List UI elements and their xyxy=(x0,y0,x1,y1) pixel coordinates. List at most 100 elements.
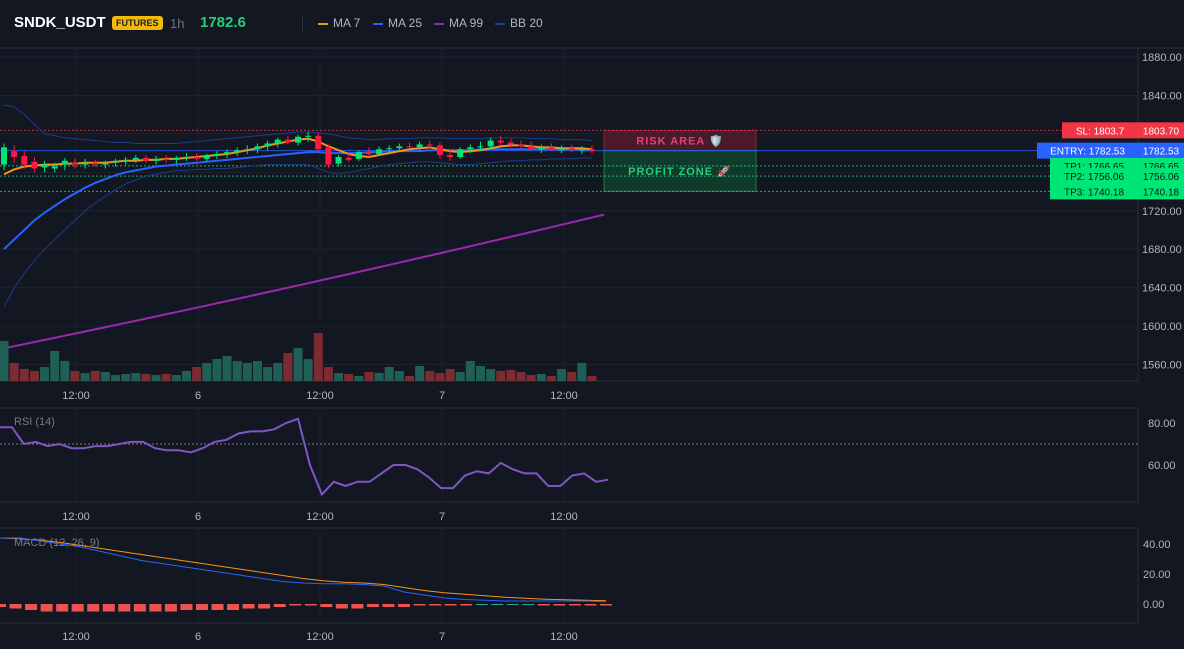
candle-body[interactable] xyxy=(142,157,149,161)
macd-time-label: 6 xyxy=(195,631,201,643)
candle-body[interactable] xyxy=(224,152,231,155)
candle-body[interactable] xyxy=(254,146,261,150)
rsi-title: RSI (14) xyxy=(14,416,55,428)
legend-ma25[interactable]: MA 25 xyxy=(373,16,422,30)
macd-time-label: 12:00 xyxy=(62,631,90,643)
macd-histogram-bar xyxy=(413,604,426,606)
tp3-tag: TP3: 1740.18 xyxy=(1064,187,1124,198)
volume-bar xyxy=(496,371,506,381)
macd-histogram-bar xyxy=(133,604,146,612)
candle-body[interactable] xyxy=(173,157,180,160)
candle-body[interactable] xyxy=(264,143,271,147)
candle-body[interactable] xyxy=(315,135,322,150)
candle-body[interactable] xyxy=(325,147,332,165)
ma99-line xyxy=(0,213,605,351)
candle-body[interactable] xyxy=(396,146,403,149)
volume-bar xyxy=(486,369,496,381)
volume-bar xyxy=(232,361,242,381)
candle-body[interactable] xyxy=(568,148,575,151)
macd-histogram-bar xyxy=(87,604,100,612)
candle-body[interactable] xyxy=(538,147,545,150)
macd-histogram-bar xyxy=(258,604,271,609)
candle-body[interactable] xyxy=(112,160,119,163)
candle-body[interactable] xyxy=(507,142,514,145)
candle-body[interactable] xyxy=(355,152,362,159)
rsi-time-label: 12:00 xyxy=(550,511,578,523)
volume-bar xyxy=(374,373,384,381)
candle-body[interactable] xyxy=(61,160,68,165)
profit-zone xyxy=(603,150,757,192)
candle-body[interactable] xyxy=(1,147,7,165)
candle-body[interactable] xyxy=(51,166,58,169)
macd-histogram-bar xyxy=(227,604,240,610)
candle-body[interactable] xyxy=(548,147,555,151)
candle-body[interactable] xyxy=(345,157,352,160)
legend-bb20-label: BB 20 xyxy=(510,16,543,30)
candle-body[interactable] xyxy=(163,158,170,160)
candle-body[interactable] xyxy=(102,162,109,165)
candle-body[interactable] xyxy=(376,149,383,155)
candle-body[interactable] xyxy=(365,152,372,155)
legend-ma7[interactable]: MA 7 xyxy=(318,16,360,30)
rsi-time-label: 12:00 xyxy=(306,511,334,523)
volume-bar xyxy=(557,369,567,381)
volume-bar xyxy=(293,348,303,381)
candle-body[interactable] xyxy=(528,146,535,150)
candle-body[interactable] xyxy=(153,158,160,161)
sl-tag: SL: 1803.7 xyxy=(1076,126,1125,137)
profit-zone-label: PROFIT ZONE 🚀 xyxy=(628,165,732,178)
candle-body[interactable] xyxy=(132,157,139,160)
candle-body[interactable] xyxy=(457,149,464,157)
tp3-tag-box xyxy=(1050,183,1138,200)
candle-body[interactable] xyxy=(436,145,443,156)
candle-body[interactable] xyxy=(203,155,210,159)
candle-body[interactable] xyxy=(426,144,433,146)
candle-body[interactable] xyxy=(234,150,241,153)
candle-body[interactable] xyxy=(213,154,220,156)
legend-ma99[interactable]: MA 99 xyxy=(434,16,483,30)
candle-body[interactable] xyxy=(295,136,301,143)
candle-body[interactable] xyxy=(487,140,494,147)
candle-body[interactable] xyxy=(447,155,454,157)
candle-body[interactable] xyxy=(193,156,200,159)
candle-body[interactable] xyxy=(41,164,48,168)
candle-body[interactable] xyxy=(71,162,78,165)
candle-body[interactable] xyxy=(589,149,595,152)
macd-histogram-bar xyxy=(211,604,224,610)
candle-body[interactable] xyxy=(416,144,423,148)
candle-body[interactable] xyxy=(518,144,525,147)
candle-body[interactable] xyxy=(467,147,474,150)
candle-body[interactable] xyxy=(477,146,484,148)
macd-histogram-bar xyxy=(118,604,131,612)
bb-lower-line xyxy=(3,157,592,308)
candle-body[interactable] xyxy=(92,162,99,165)
candle-body[interactable] xyxy=(386,148,393,150)
candle-body[interactable] xyxy=(284,139,291,143)
volume-bar xyxy=(192,367,202,381)
candle-body[interactable] xyxy=(82,162,89,165)
candle-body[interactable] xyxy=(31,161,38,169)
legend-bb20[interactable]: BB 20 xyxy=(495,16,543,30)
candle-body[interactable] xyxy=(274,139,281,144)
symbol-name[interactable]: SNDK_USDT xyxy=(14,14,106,31)
candle-body[interactable] xyxy=(183,156,190,158)
price-time-label: 12:00 xyxy=(550,390,578,402)
candle-body[interactable] xyxy=(497,140,504,143)
candle-body[interactable] xyxy=(406,146,413,148)
candle-body[interactable] xyxy=(11,151,18,157)
timeframe-label[interactable]: 1h xyxy=(170,16,185,31)
candle-body[interactable] xyxy=(244,149,251,151)
candle-body[interactable] xyxy=(578,149,585,151)
candle-body[interactable] xyxy=(21,155,28,165)
volume-bar xyxy=(100,372,110,381)
candle-body[interactable] xyxy=(558,148,565,151)
entry-axis-value: 1782.53 xyxy=(1143,147,1180,158)
macd-histogram-bar xyxy=(149,604,162,612)
macd-histogram-bar xyxy=(320,604,333,607)
volume-bar xyxy=(70,371,80,381)
candle-body[interactable] xyxy=(335,156,342,164)
macd-histogram-bar xyxy=(351,604,364,609)
candle-body[interactable] xyxy=(122,159,129,161)
candle-body[interactable] xyxy=(305,135,312,137)
